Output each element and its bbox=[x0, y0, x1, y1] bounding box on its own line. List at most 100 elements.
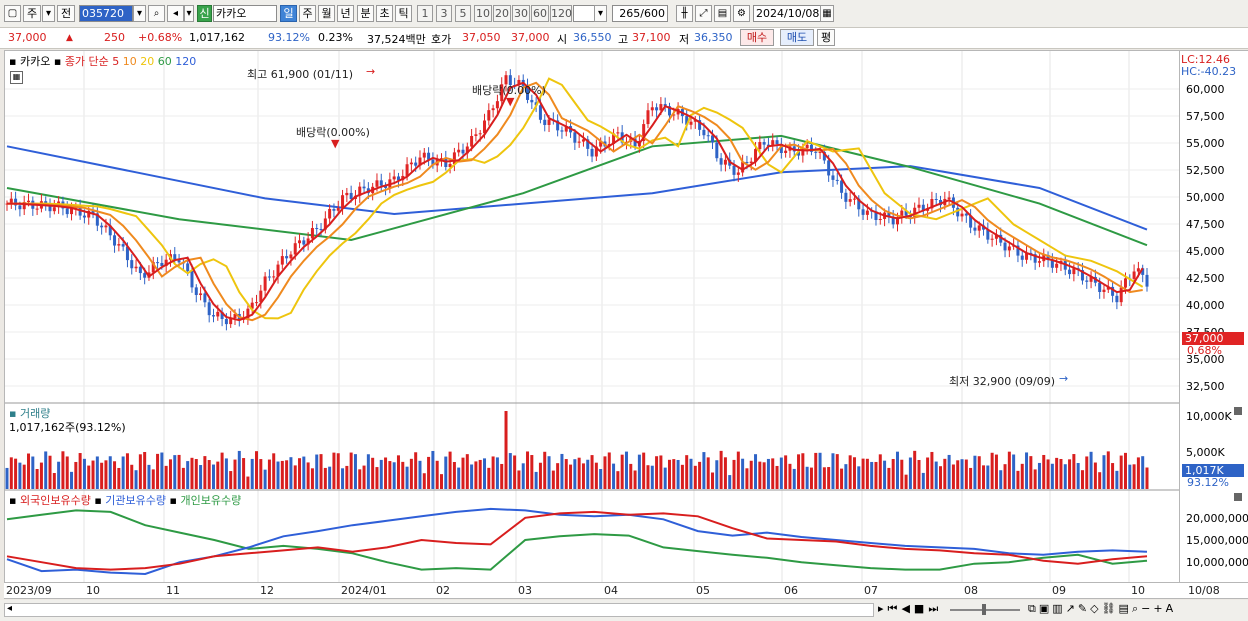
num-button-3[interactable]: 3 bbox=[436, 5, 452, 22]
search-icon[interactable]: ⌕ bbox=[148, 5, 165, 22]
interval-month[interactable]: 월 bbox=[318, 5, 335, 22]
holding-panel-close-icon[interactable] bbox=[1234, 493, 1242, 501]
trend-icon[interactable]: ↗ bbox=[1065, 602, 1078, 615]
volume-bar bbox=[125, 453, 129, 489]
volume-bar bbox=[775, 465, 779, 489]
avg-button[interactable]: 평 bbox=[817, 29, 835, 46]
legend-dot-icon: ▪ bbox=[9, 55, 17, 68]
volume-panel-title: ▪ 거래량 bbox=[9, 405, 50, 421]
volume-bar bbox=[1033, 469, 1037, 489]
candle-body bbox=[263, 276, 267, 291]
crosshair-icon[interactable]: ⤢ bbox=[695, 5, 712, 22]
copy-icon[interactable]: ⧉ bbox=[1028, 602, 1039, 615]
volume-bar bbox=[461, 457, 465, 489]
interval-minute[interactable]: 분 bbox=[357, 5, 374, 22]
calendar-icon[interactable]: ▦ bbox=[820, 5, 834, 22]
interval-day[interactable]: 일 bbox=[280, 5, 297, 22]
candle-body bbox=[1072, 268, 1076, 275]
interval-tick[interactable]: 틱 bbox=[395, 5, 412, 22]
volume-bar bbox=[151, 469, 155, 489]
period-button-all[interactable]: 전 bbox=[57, 5, 75, 22]
dropdown-icon[interactable]: ▾ bbox=[42, 5, 55, 22]
interval-year[interactable]: 년 bbox=[337, 5, 354, 22]
volume-bar bbox=[745, 468, 749, 489]
num-button-1[interactable]: 1 bbox=[417, 5, 433, 22]
individual-holding-line bbox=[6, 509, 1148, 571]
candle-body bbox=[315, 228, 319, 230]
scroll-left-icon[interactable]: ◂ bbox=[7, 603, 13, 614]
save-icon[interactable]: ▤ bbox=[714, 5, 731, 22]
code-dropdown-icon[interactable]: ▾ bbox=[133, 5, 146, 22]
num-button-20[interactable]: 20 bbox=[493, 5, 511, 22]
candle-body bbox=[117, 244, 121, 246]
candle-body bbox=[35, 208, 39, 210]
volume-bar bbox=[840, 468, 844, 489]
candle-icon[interactable]: ╫ bbox=[676, 5, 693, 22]
rewind-icon[interactable]: ⏮ bbox=[887, 602, 902, 615]
candle-body bbox=[310, 228, 314, 239]
scroll-right-icon[interactable]: ▸ bbox=[878, 602, 888, 615]
layout-icon[interactable]: ▢ bbox=[4, 5, 21, 22]
num-button-120[interactable]: 120 bbox=[550, 5, 572, 22]
speaker-dropdown-icon[interactable]: ▾ bbox=[184, 5, 194, 22]
num-button-60[interactable]: 60 bbox=[531, 5, 549, 22]
buy-button[interactable]: 매수 bbox=[740, 29, 774, 46]
window-icon[interactable]: ▣ bbox=[1038, 602, 1053, 615]
volume-bar bbox=[418, 460, 422, 489]
candle-body bbox=[495, 101, 499, 109]
volume-bar bbox=[642, 452, 646, 489]
date-field[interactable]: 2024/10/08 bbox=[753, 5, 823, 22]
volume-panel-close-icon[interactable] bbox=[1234, 407, 1242, 415]
volume-bar bbox=[1042, 454, 1046, 489]
shape-icon[interactable]: ◇ bbox=[1090, 602, 1102, 615]
stock-code-input[interactable]: 035720 bbox=[79, 5, 133, 22]
candle-body bbox=[590, 148, 594, 157]
layout-icon[interactable]: ▥ bbox=[1052, 602, 1066, 615]
num-button-30[interactable]: 30 bbox=[512, 5, 530, 22]
horizontal-scrollbar[interactable]: ◂ bbox=[4, 603, 874, 617]
grid-toggle-icon[interactable]: ▦ bbox=[10, 71, 23, 84]
custom-interval-dropdown-icon[interactable]: ▾ bbox=[594, 5, 607, 22]
plus-icon[interactable]: + bbox=[1153, 602, 1166, 615]
sell-button[interactable]: 매도 bbox=[780, 29, 814, 46]
stock-name-field[interactable]: 카카오 bbox=[213, 5, 277, 22]
volume-bar bbox=[190, 457, 194, 489]
volume-bar bbox=[538, 462, 542, 489]
font-icon[interactable]: A bbox=[1165, 602, 1177, 615]
count-field[interactable]: 265/600 bbox=[612, 5, 668, 22]
volume-bar bbox=[543, 451, 547, 489]
candle-body bbox=[211, 315, 215, 317]
volume-bar bbox=[573, 459, 577, 489]
volume-bar bbox=[130, 464, 134, 489]
x-tick: 2023/09 bbox=[6, 584, 52, 597]
link-icon[interactable]: ⛓ bbox=[1101, 602, 1119, 615]
candle-body bbox=[1106, 286, 1110, 290]
speaker-icon[interactable]: ◂ bbox=[167, 5, 184, 22]
fast-forward-icon[interactable]: ⏭ bbox=[928, 602, 943, 615]
candle-body bbox=[698, 120, 702, 130]
period-button-week[interactable]: 주 bbox=[23, 5, 41, 22]
minus-icon[interactable]: − bbox=[1141, 602, 1154, 615]
volume-bar bbox=[788, 463, 792, 489]
stop-icon[interactable]: ■ bbox=[913, 602, 929, 615]
play-back-icon[interactable]: ◀ bbox=[901, 602, 914, 615]
candle-body bbox=[478, 133, 482, 135]
volume-bar bbox=[242, 458, 246, 489]
volume-bar bbox=[27, 453, 31, 489]
volume-bar bbox=[1132, 464, 1136, 489]
volume-bar bbox=[870, 461, 874, 489]
num-button-5[interactable]: 5 bbox=[455, 5, 471, 22]
settings-icon[interactable]: ⚙ bbox=[733, 5, 750, 22]
candle-body bbox=[272, 276, 276, 278]
picture-icon[interactable]: ▤ bbox=[1118, 602, 1132, 615]
volume-bar bbox=[564, 459, 568, 489]
interval-second[interactable]: 초 bbox=[376, 5, 393, 22]
draw-icon[interactable]: ✎ bbox=[1077, 602, 1091, 615]
chart-area[interactable]: ▪ 카카오 ▪ 종가 단순 5 10 20 60 120 ▦ 최고 61,900… bbox=[4, 50, 1180, 583]
interval-week[interactable]: 주 bbox=[299, 5, 316, 22]
zoom-slider-handle[interactable] bbox=[982, 604, 986, 615]
magnify-icon[interactable]: ⌕ bbox=[1131, 602, 1142, 615]
num-button-10[interactable]: 10 bbox=[474, 5, 492, 22]
trade-amount: 37,524백만 bbox=[367, 33, 426, 46]
candle-body bbox=[848, 199, 852, 202]
